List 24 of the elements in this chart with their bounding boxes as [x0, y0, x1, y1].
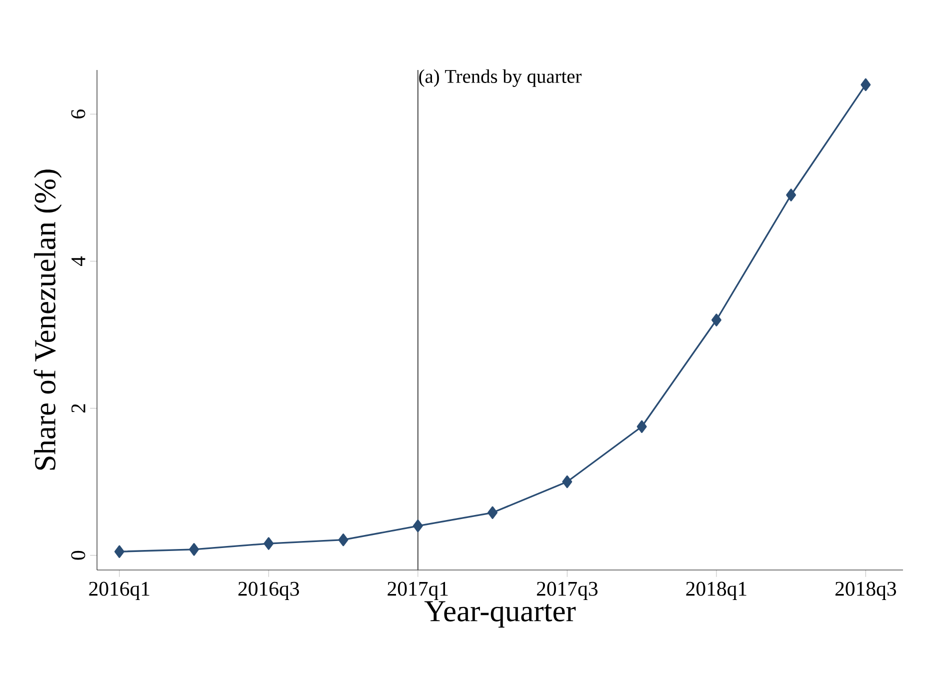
- y-tick-label: 2: [71, 404, 86, 413]
- point: [488, 506, 498, 520]
- x-axis-title: Year-quarter: [424, 601, 576, 628]
- point: [338, 533, 348, 546]
- point: [711, 314, 722, 326]
- x-tick-label: 2017q3: [536, 582, 598, 600]
- point: [189, 543, 199, 556]
- point: [562, 475, 572, 488]
- x-tick-label: 2017q1: [388, 582, 448, 600]
- point: [636, 420, 647, 433]
- y-tick-label: 0: [71, 550, 86, 560]
- point: [860, 78, 871, 92]
- x-tick-label: 2016q3: [238, 582, 299, 600]
- y-axis-title: Share of Venezuelan (%): [34, 170, 62, 470]
- y-tick-label: 4: [72, 256, 86, 266]
- chart-title: (a) Trends by quarter: [419, 69, 582, 87]
- point: [264, 537, 274, 550]
- point: [412, 520, 423, 532]
- x-tick-label: 2018q3: [835, 582, 896, 600]
- y-tick-label: 6: [71, 110, 86, 118]
- point: [114, 545, 124, 558]
- x-tick-label: 2016q1: [89, 582, 150, 600]
- x-tick-label: 2018q1: [686, 582, 746, 600]
- point: [786, 188, 796, 202]
